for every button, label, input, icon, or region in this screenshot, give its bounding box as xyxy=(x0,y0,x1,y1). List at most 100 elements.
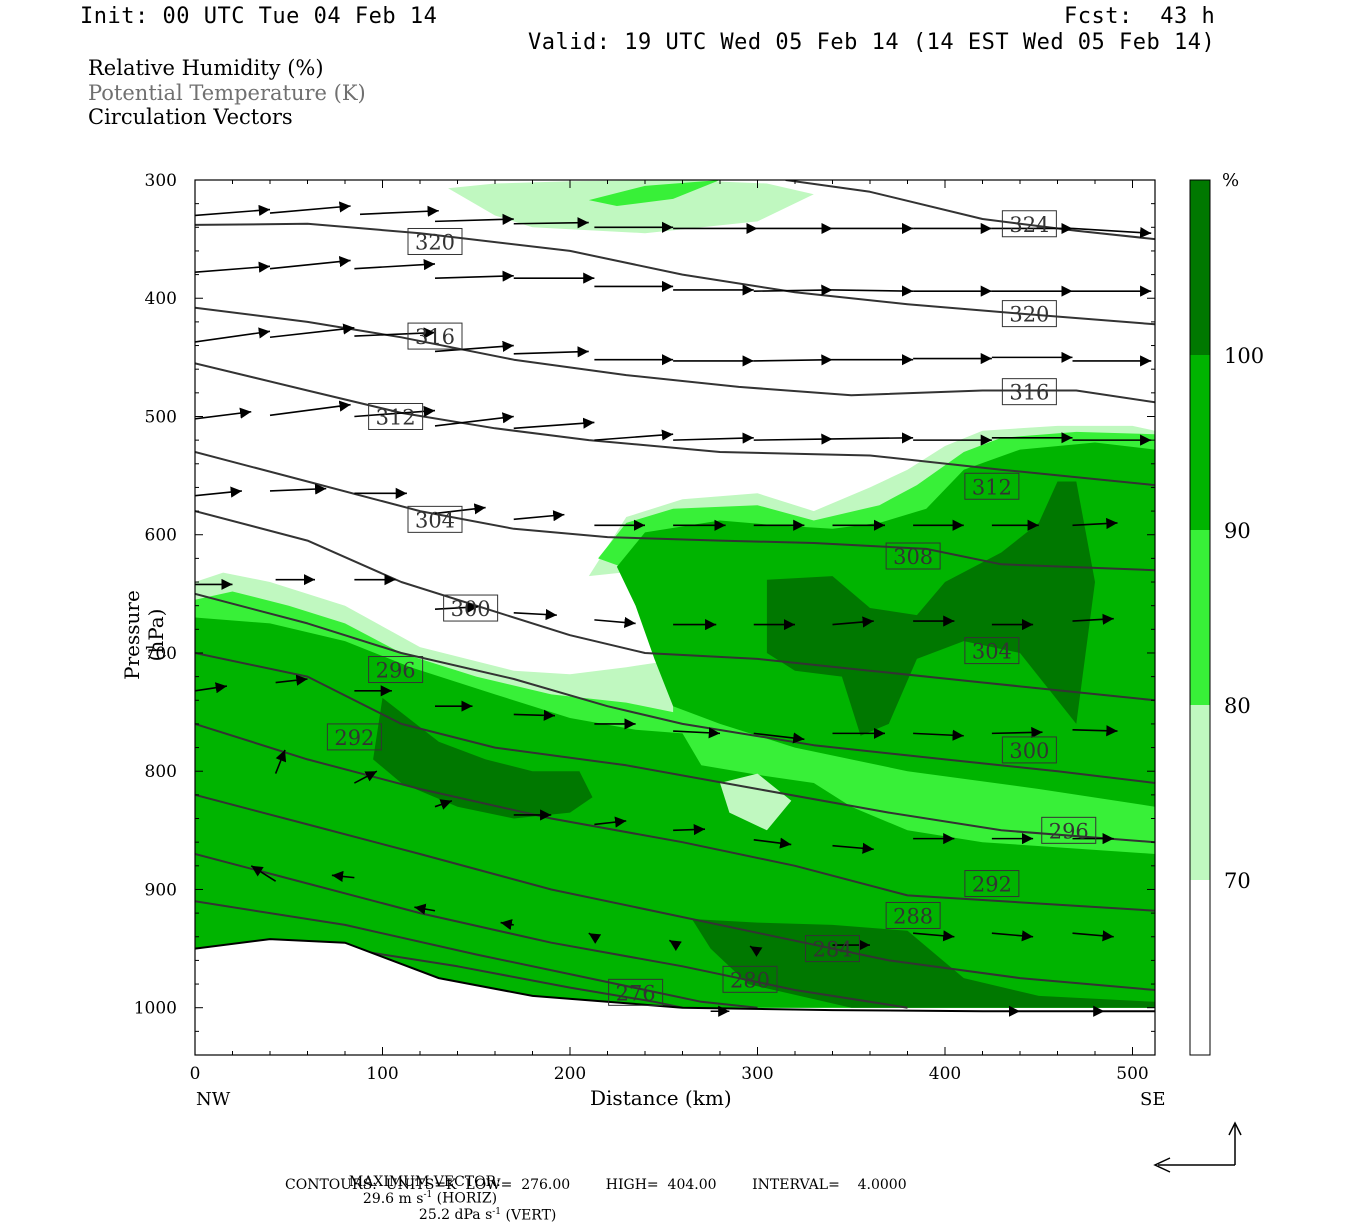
circulation-vector xyxy=(673,823,706,836)
vector-layer xyxy=(195,201,1152,1017)
circulation-vector xyxy=(434,412,514,427)
x-tick-label: 100 xyxy=(366,1064,398,1084)
horiz-exponent: -1 xyxy=(423,1190,433,1200)
circulation-vector xyxy=(434,213,514,225)
theta-label-296-11: 296 xyxy=(368,656,424,684)
circulation-vector xyxy=(434,503,486,515)
circulation-vector xyxy=(753,732,805,744)
circulation-vector xyxy=(195,682,227,694)
x-tick-label: 200 xyxy=(554,1064,586,1084)
theta-contour-276-19 xyxy=(307,941,683,1009)
circulation-vector xyxy=(269,255,351,270)
theta-label-296-14: 296 xyxy=(1041,816,1097,844)
terrain-line xyxy=(195,938,1155,1013)
x-tick-label: 500 xyxy=(1116,1064,1148,1084)
y-axis-title: Pressure (hPa) xyxy=(120,590,168,680)
colorbar-level-label: 90 xyxy=(1224,519,1251,543)
circulation-vector xyxy=(594,616,636,629)
terrain-mask xyxy=(195,939,1155,1055)
rh-region-80-2 xyxy=(588,180,720,206)
rh-region-100-1 xyxy=(766,481,1095,736)
y-tick-label: 1000 xyxy=(134,999,177,1019)
theta-contour-324-0 xyxy=(785,180,1155,241)
contours-info: CONTOURS: UNITS=K LOW= 276.00 HIGH= 404.… xyxy=(285,1177,907,1193)
circulation-vector xyxy=(354,327,436,339)
svg-text:292: 292 xyxy=(334,726,374,750)
theta-contour-292-15 xyxy=(195,722,1155,912)
x-tick-label: 400 xyxy=(929,1064,961,1084)
reference-vector-icon xyxy=(1153,1121,1242,1173)
circulation-vector xyxy=(269,400,351,417)
theta-label-300-9: 300 xyxy=(443,594,499,622)
circulation-vector xyxy=(1072,517,1118,530)
theta-contour-300-9 xyxy=(195,510,1155,702)
circulation-vector xyxy=(673,432,754,444)
y-tick-label: 400 xyxy=(145,289,177,309)
theta-label-292-13: 292 xyxy=(326,723,382,751)
circulation-vector xyxy=(991,930,1034,942)
circulation-vector xyxy=(832,432,914,444)
svg-text:312: 312 xyxy=(972,475,1012,499)
circulation-vector xyxy=(513,608,557,621)
max-vector-vert-value: 25.2 dPa s xyxy=(418,1207,493,1223)
svg-text:304: 304 xyxy=(415,508,455,532)
theta-label-288-16: 288 xyxy=(885,901,941,929)
legend-circulation-vectors: Circulation Vectors xyxy=(88,105,293,129)
svg-text:292: 292 xyxy=(972,873,1012,897)
plot-frame xyxy=(194,179,1156,1056)
theta-contour-288-16 xyxy=(195,793,1155,991)
theta-label-324-0: 324 xyxy=(1001,210,1057,238)
theta-label-320-2: 320 xyxy=(1001,300,1057,328)
circulation-vector xyxy=(913,930,955,942)
axes-layer: 0 100 200 300 400 500 300 400 500 600 700 800 900 100… xyxy=(134,171,1155,1084)
circulation-vector xyxy=(250,865,277,882)
x-axis-right-end-label: SE xyxy=(1140,1089,1166,1110)
x-tick-label: 300 xyxy=(741,1064,773,1084)
svg-text:320: 320 xyxy=(1009,303,1049,327)
colorbar-level-label: 100 xyxy=(1224,344,1264,368)
vert-exponent: -1 xyxy=(492,1206,502,1217)
circulation-vector xyxy=(269,483,327,495)
svg-text:296: 296 xyxy=(1049,819,1089,843)
svg-text:316: 316 xyxy=(1009,381,1049,405)
x-axis-title: Distance (km) xyxy=(590,1086,732,1110)
theta-contour-304-7 xyxy=(195,451,1155,572)
circulation-vector xyxy=(513,510,565,522)
colorbar: 70 80 90 100 xyxy=(1189,179,1264,1056)
circulation-vector xyxy=(434,799,453,810)
theta-label-304-7: 304 xyxy=(407,505,463,533)
theta-contour-320-1 xyxy=(195,222,1155,326)
rh-region-70-pocket-0 xyxy=(720,773,792,831)
max-vector-label: MAXIMUM VECTOR: xyxy=(348,1174,501,1190)
svg-text:308: 308 xyxy=(893,545,933,569)
colorbar-unit: % xyxy=(1222,170,1240,191)
circulation-vector xyxy=(749,945,763,957)
circulation-vector xyxy=(753,433,833,445)
svg-text:276: 276 xyxy=(616,981,656,1005)
x-axis-left-end-label: NW xyxy=(196,1089,231,1110)
theta-label-312-6: 312 xyxy=(964,472,1020,500)
svg-text:284: 284 xyxy=(812,938,852,962)
circulation-vector xyxy=(513,346,589,358)
y-tick-label: 800 xyxy=(145,762,177,782)
theta-contour-280-18 xyxy=(195,900,758,1009)
circulation-vector xyxy=(832,842,874,854)
circulation-vector xyxy=(913,729,964,741)
max-vector-horiz-value: 29.6 m s xyxy=(362,1190,424,1207)
svg-text:316: 316 xyxy=(415,325,455,349)
circulation-vector xyxy=(832,285,914,297)
circulation-vector xyxy=(195,261,271,274)
svg-text:300: 300 xyxy=(1009,739,1049,763)
svg-text:280: 280 xyxy=(730,968,770,992)
circulation-vector xyxy=(195,407,252,420)
svg-text:320: 320 xyxy=(415,230,455,254)
svg-text:300: 300 xyxy=(451,597,491,621)
theta-label-316-4: 316 xyxy=(1001,378,1057,406)
colorbar-frame xyxy=(1189,179,1211,1056)
circulation-vector xyxy=(195,204,271,217)
y-tick-label: 900 xyxy=(145,880,177,900)
circulation-vector xyxy=(1072,226,1152,239)
theta-label-280-18: 280 xyxy=(722,965,778,993)
circulation-vector xyxy=(354,259,436,271)
max-vector-horiz-unit: (HORIZ) xyxy=(432,1190,498,1207)
